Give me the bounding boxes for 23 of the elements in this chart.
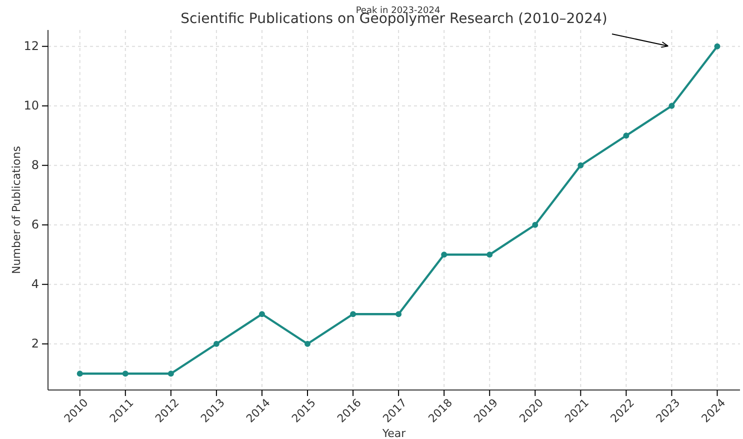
- point: [213, 340, 220, 347]
- point: [623, 132, 630, 139]
- point: [350, 311, 356, 318]
- point: [168, 370, 174, 377]
- point: [76, 370, 83, 377]
- point: [258, 311, 265, 318]
- y-tick-label: 12: [24, 39, 39, 54]
- point: [714, 43, 720, 50]
- y-tick-label: 8: [31, 158, 39, 172]
- point: [122, 370, 128, 377]
- point: [396, 311, 402, 318]
- y-tick-label: 4: [31, 277, 39, 292]
- point: [486, 252, 493, 258]
- x-axis-title: Year: [381, 427, 406, 439]
- point: [304, 340, 310, 347]
- y-tick-label: 2: [31, 336, 39, 351]
- y-tick-label: 10: [24, 98, 39, 113]
- point: [441, 252, 448, 258]
- point: [578, 162, 584, 168]
- y-tick-label: 6: [31, 218, 39, 232]
- point: [532, 222, 538, 228]
- y-axis-title: Number of Publications: [10, 146, 23, 274]
- point: [668, 102, 675, 109]
